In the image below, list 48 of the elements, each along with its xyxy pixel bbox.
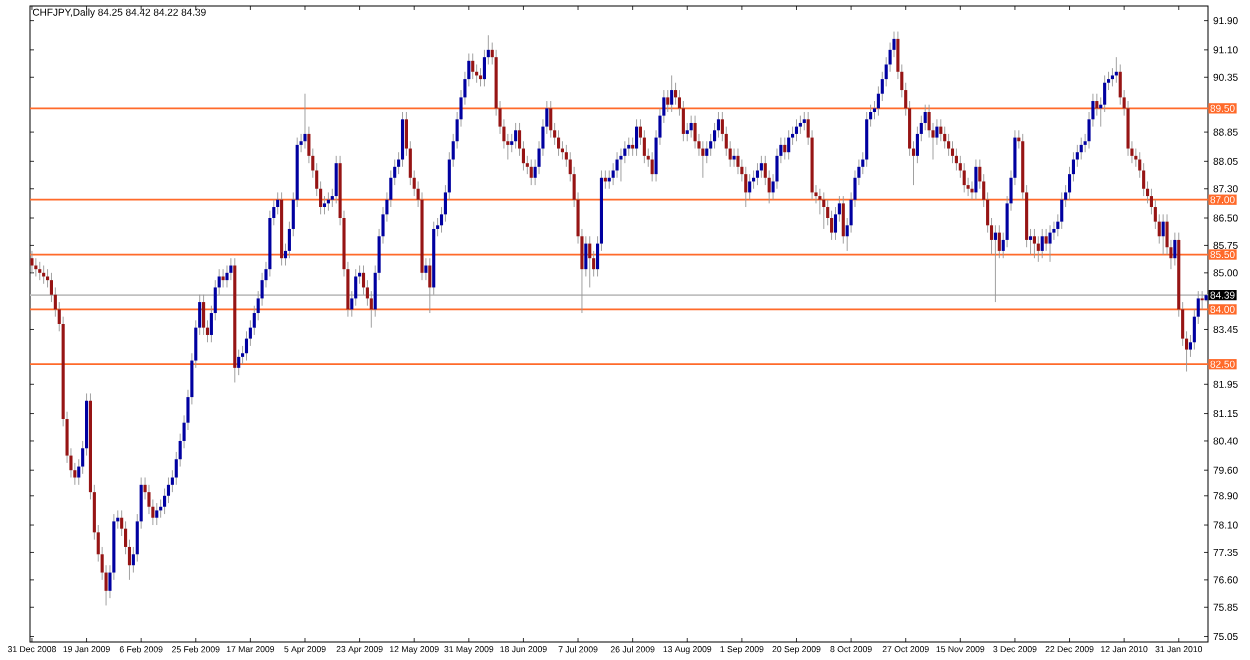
candlestick	[822, 191, 826, 230]
candlestick	[1048, 224, 1052, 263]
candlestick	[1060, 191, 1064, 230]
candlestick	[615, 151, 619, 179]
candlestick	[1032, 228, 1036, 259]
candlestick	[670, 75, 674, 113]
candlestick	[744, 166, 748, 208]
candlestick	[841, 195, 845, 245]
candlestick	[514, 122, 518, 149]
candlestick	[155, 502, 159, 526]
candlestick	[400, 111, 405, 168]
candlestick	[732, 148, 736, 168]
candlestick	[38, 261, 42, 281]
candlestick	[947, 133, 951, 157]
candlestick	[787, 129, 791, 160]
candlestick	[748, 173, 752, 201]
candlestick	[794, 118, 799, 142]
candlestick	[627, 137, 631, 157]
candlestick	[962, 162, 966, 193]
candlestick	[1040, 228, 1044, 259]
candlestick	[954, 148, 958, 171]
candlestick	[736, 148, 740, 175]
candlestick	[701, 140, 705, 179]
candlestick	[225, 265, 229, 288]
candlestick	[939, 118, 943, 142]
candlestick	[1036, 235, 1040, 263]
candlestick	[950, 140, 955, 164]
candlestick	[759, 155, 763, 179]
candlestick	[798, 115, 802, 135]
candlestick	[588, 235, 592, 288]
candlestick	[634, 118, 639, 157]
candlestick	[202, 294, 206, 336]
candlestick	[1161, 213, 1165, 255]
candlestick	[1079, 137, 1083, 160]
candlestick	[783, 137, 787, 160]
candlestick	[974, 159, 978, 201]
candlestick	[755, 162, 760, 186]
candlestick	[471, 53, 475, 80]
candlestick	[943, 126, 947, 149]
candlestick	[619, 148, 623, 182]
candlestick	[556, 129, 561, 157]
candlestick	[529, 159, 533, 186]
candlestick	[549, 100, 553, 139]
candlestick	[693, 115, 697, 149]
candlestick	[30, 250, 34, 274]
candlestick	[993, 224, 997, 303]
candlestick	[221, 268, 225, 288]
candlestick	[865, 111, 869, 168]
